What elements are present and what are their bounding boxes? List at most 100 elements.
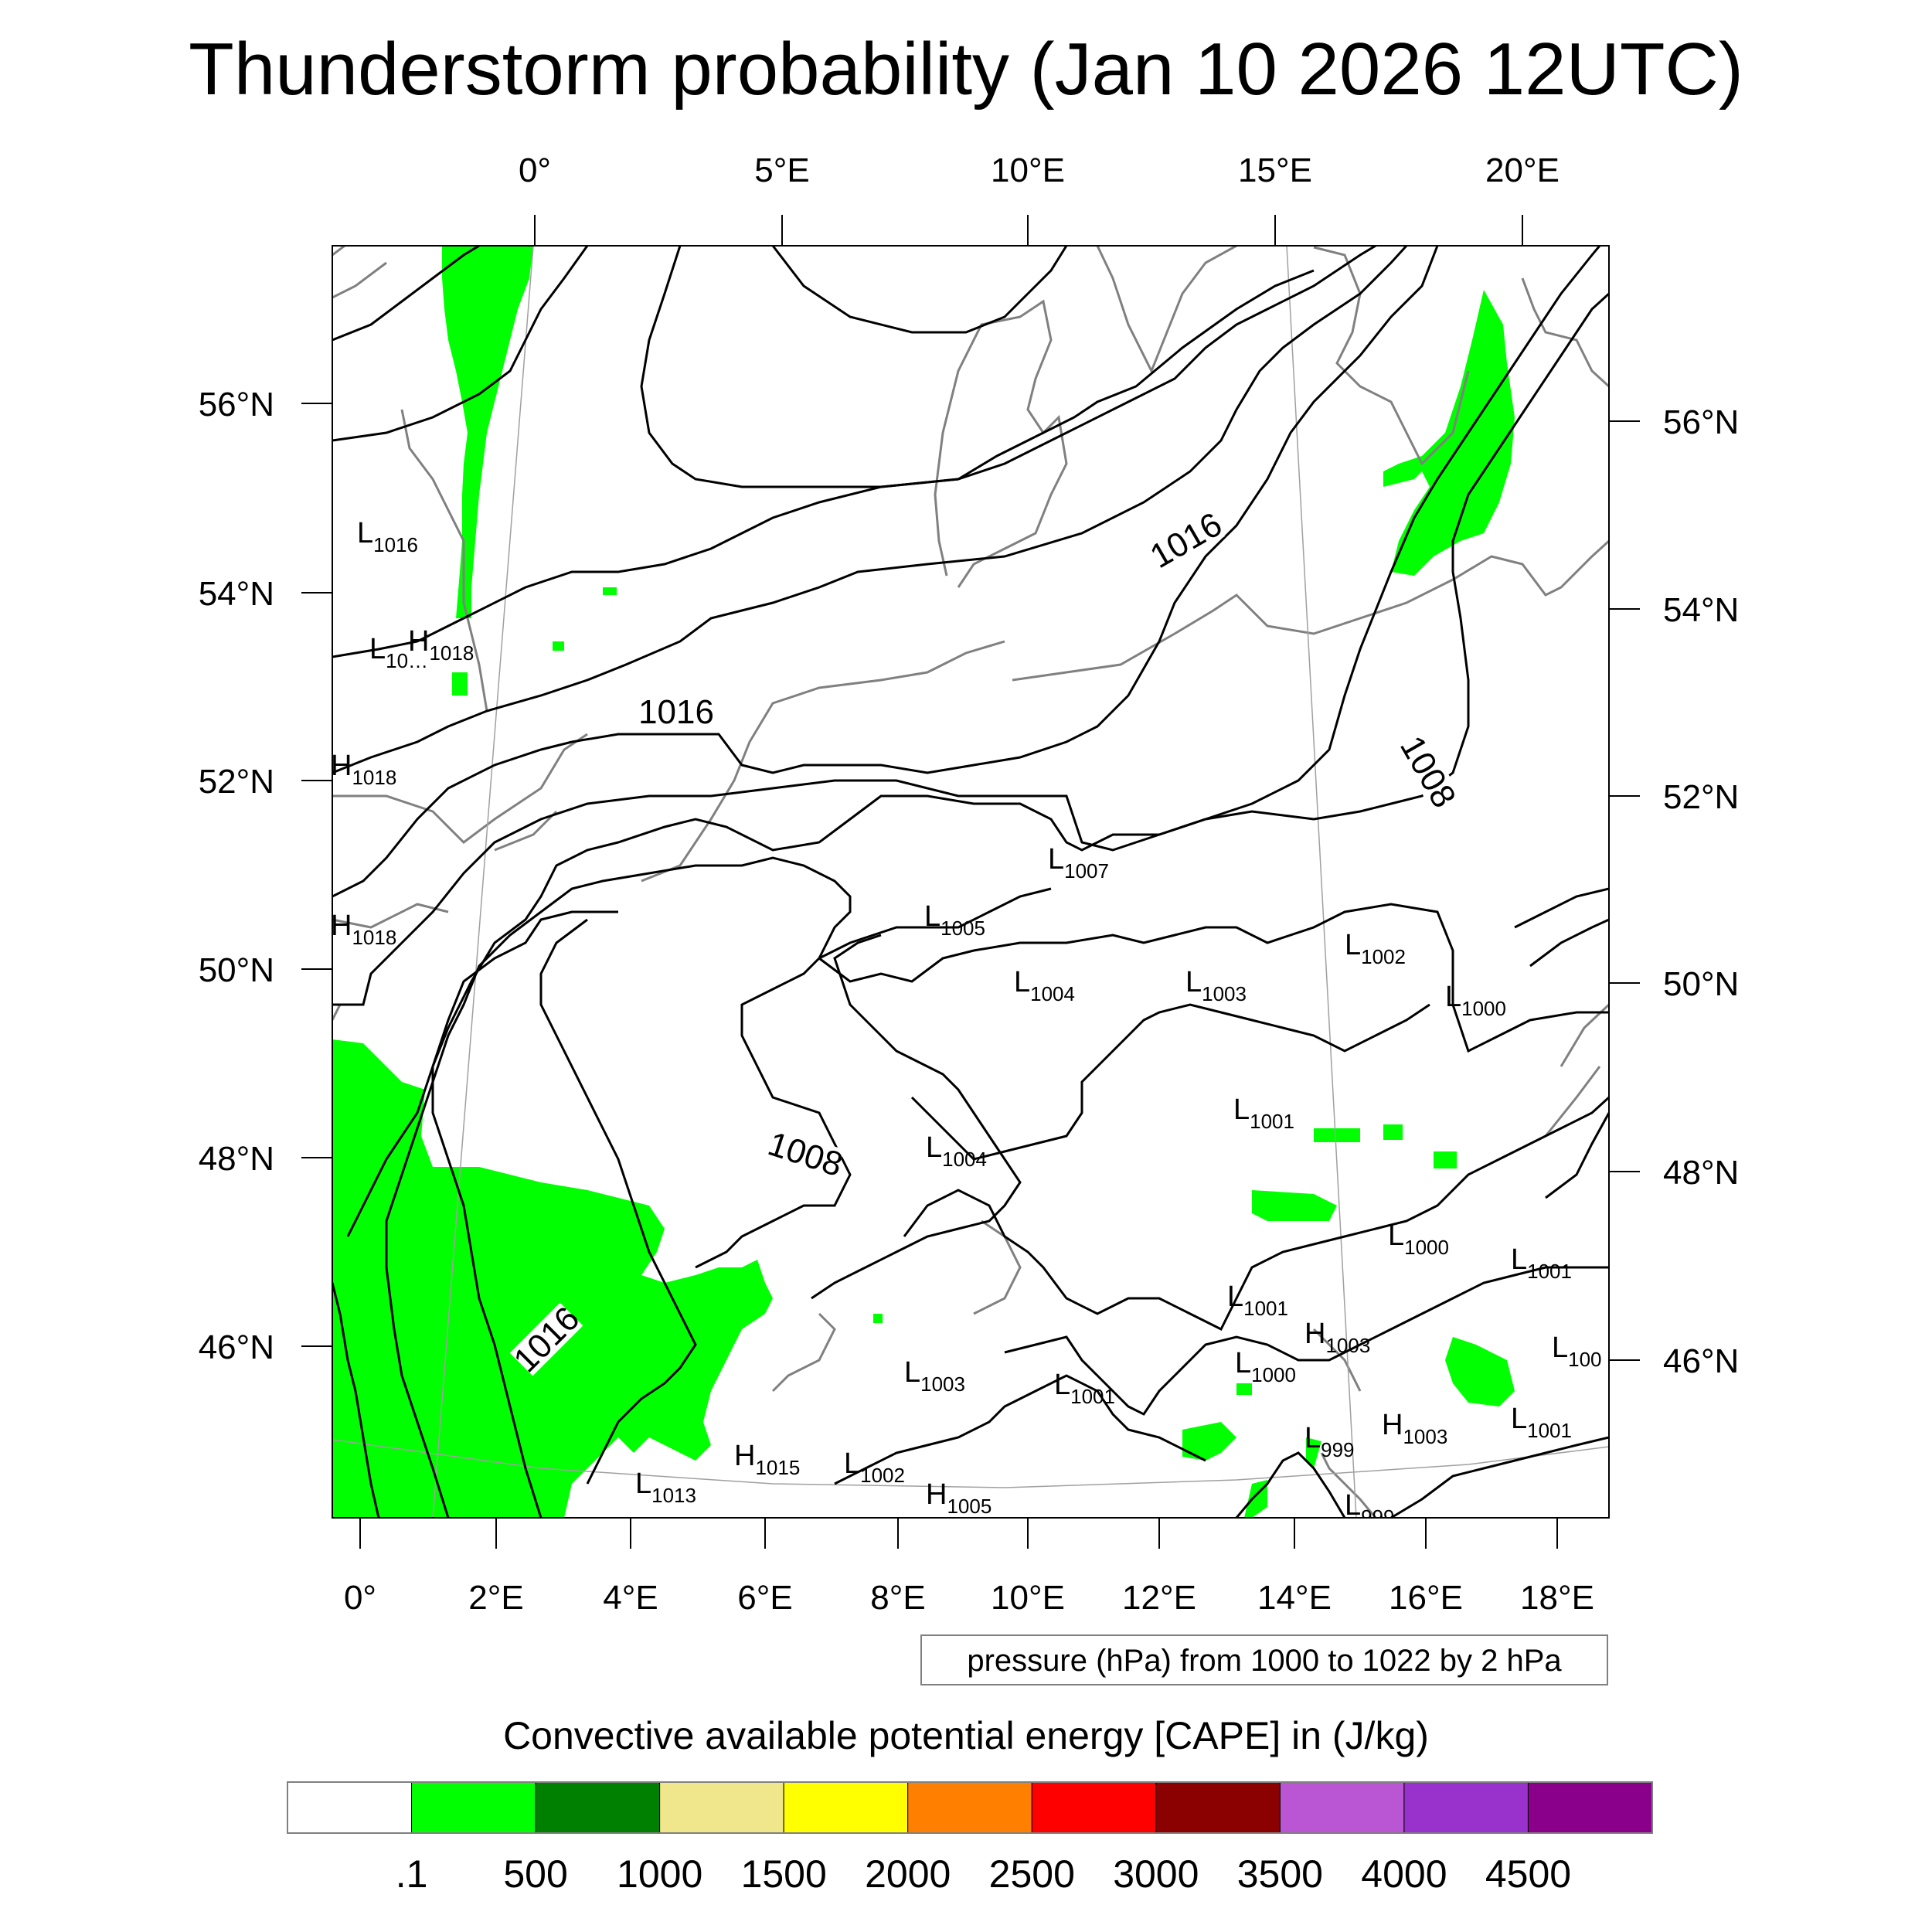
pressure-center-label: L1003 (904, 1356, 965, 1396)
pressure-center-label: L1002 (844, 1447, 905, 1487)
colorbar-swatch (1155, 1781, 1281, 1834)
pressure-center-label: L1001 (1227, 1281, 1288, 1320)
bottom-tick-label: 0° (344, 1579, 376, 1617)
pressure-center-label: H1018 (331, 750, 396, 789)
pressure-center-label: L1001 (1054, 1369, 1115, 1408)
colorbar-frame (287, 1781, 1653, 1834)
right-latitude-axis: 56°N 54°N 52°N 50°N 48°N 46°N (1609, 403, 1739, 1380)
bottom-tick-label: 8°E (870, 1579, 925, 1617)
pressure-center-label: L1004 (1014, 966, 1075, 1005)
colorbar-label: 500 (503, 1852, 567, 1896)
colorbar-label: 2000 (865, 1852, 951, 1896)
colorbar-swatch (411, 1781, 536, 1834)
left-tick-label: 54°N (199, 575, 274, 613)
bottom-tick-label: 14°E (1257, 1579, 1332, 1617)
figure-title: Thunderstorm probability (Jan 10 2026 12… (189, 28, 1743, 111)
pressure-center-label: L999 (1304, 1422, 1355, 1461)
bottom-tick-label: 10°E (991, 1579, 1065, 1617)
cape-area-north-sea-band (442, 246, 533, 618)
colorbar-swatch (1031, 1781, 1157, 1834)
pressure-center-label: L10… (369, 633, 428, 672)
left-tick-label: 48°N (199, 1140, 274, 1178)
colorbar-label: 1000 (617, 1852, 702, 1896)
pressure-center-label: H1018 (331, 910, 396, 949)
pressure-center-label: L1003 (1185, 966, 1247, 1005)
isobars (332, 246, 1609, 1518)
pressure-center-label: L1000 (1388, 1219, 1449, 1259)
pressure-center-label: L1005 (924, 900, 985, 940)
pressure-center-label: L1002 (1345, 929, 1406, 968)
pressure-center-label: H1018 (408, 625, 474, 665)
bottom-tick-label: 6°E (737, 1579, 792, 1617)
map-frame (332, 245, 1610, 1519)
colorbar: .1 500 1000 1500 2000 2500 3000 3500 4000 4500 (287, 1781, 1653, 1896)
contour-label-text: 1016 (638, 693, 714, 731)
left-latitude-axis: 56°N 54°N 52°N 50°N 48°N 46°N (199, 386, 332, 1366)
bottom-tick-label: 4°E (603, 1579, 658, 1617)
pressure-center-label: L1001 (1511, 1403, 1572, 1442)
pressure-center-label: L1004 (926, 1131, 987, 1171)
cape-area-baltic (1383, 290, 1515, 576)
right-tick-label: 52°N (1663, 778, 1739, 816)
graticule (332, 246, 1609, 1518)
colorbar-label: 3000 (1113, 1852, 1199, 1896)
cape-area-south-4 (1306, 1437, 1321, 1468)
colorbar-label: 1500 (741, 1852, 827, 1896)
contour-label: 1016 (638, 693, 714, 731)
right-tick-label: 50°N (1663, 965, 1739, 1003)
colorbar-label: 4500 (1485, 1852, 1571, 1896)
left-tick-label: 52°N (199, 763, 274, 801)
top-tick-label: 20°E (1485, 151, 1560, 189)
pressure-note-box (920, 1634, 1608, 1685)
cape-area-hungary (1445, 1337, 1515, 1406)
colorbar-label: 3500 (1237, 1852, 1323, 1896)
pressure-center-label: H1015 (734, 1440, 800, 1479)
left-tick-label: 46°N (199, 1328, 274, 1366)
left-tick-label: 50°N (199, 951, 274, 989)
pressure-note: pressure (hPa) from 1000 to 1022 by 2 hP… (967, 1644, 1562, 1678)
colorbar-swatch (287, 1781, 413, 1834)
pressure-center-label: L1001 (1511, 1243, 1572, 1283)
colorbar-swatch (659, 1781, 784, 1834)
bottom-tick-label: 12°E (1122, 1579, 1196, 1617)
pressure-center-label: L1001 (1233, 1094, 1294, 1133)
colorbar-label: 4000 (1361, 1852, 1447, 1896)
pressure-center-label: L1013 (635, 1468, 696, 1507)
right-tick-label: 56°N (1663, 403, 1739, 441)
pressure-center-label: H1005 (926, 1478, 992, 1518)
bottom-tick-label: 2°E (468, 1579, 523, 1617)
left-tick-label: 56°N (199, 386, 274, 423)
colorbar-swatch (907, 1781, 1032, 1834)
top-tick-label: 0° (519, 151, 551, 189)
top-tick-label: 10°E (991, 151, 1065, 189)
top-longitude-axis: 0° 5°E 10°E 15°E 20°E (519, 151, 1560, 246)
right-tick-label: 54°N (1663, 591, 1739, 629)
colorbar-swatch (535, 1781, 661, 1834)
top-tick-label: 5°E (754, 151, 809, 189)
bottom-tick-label: 18°E (1520, 1579, 1594, 1617)
cape-area-south-1 (1252, 1190, 1337, 1221)
colorbar-label: 2500 (989, 1852, 1075, 1896)
cape-area-south-2 (1182, 1422, 1236, 1461)
right-tick-label: 46°N (1663, 1342, 1739, 1380)
colorbar-label: .1 (396, 1852, 428, 1896)
pressure-center-label: L1016 (357, 517, 418, 556)
top-tick-label: 15°E (1238, 151, 1312, 189)
colorbar-swatch (1403, 1781, 1529, 1834)
pressure-center-label: L1007 (1048, 843, 1109, 883)
pressure-center-label: L999 (1345, 1489, 1395, 1529)
bottom-tick-label: 16°E (1389, 1579, 1463, 1617)
pressure-center-label: L1000 (1445, 981, 1506, 1020)
colorbar-swatch (783, 1781, 909, 1834)
pressure-center-label: L100 (1552, 1332, 1602, 1371)
right-tick-label: 48°N (1663, 1154, 1739, 1192)
pressure-center-label: H1003 (1304, 1318, 1370, 1357)
colorbar-swatch (1279, 1781, 1405, 1834)
pressure-center-label: L1000 (1235, 1347, 1296, 1386)
bottom-longitude-axis: 0° 2°E 4°E 6°E 8°E 10°E 12°E 14°E 16°E 18°E (344, 1518, 1594, 1617)
pressure-center-label: H1003 (1382, 1409, 1447, 1448)
cape-title: Convective available potential energy [C… (503, 1714, 1429, 1757)
